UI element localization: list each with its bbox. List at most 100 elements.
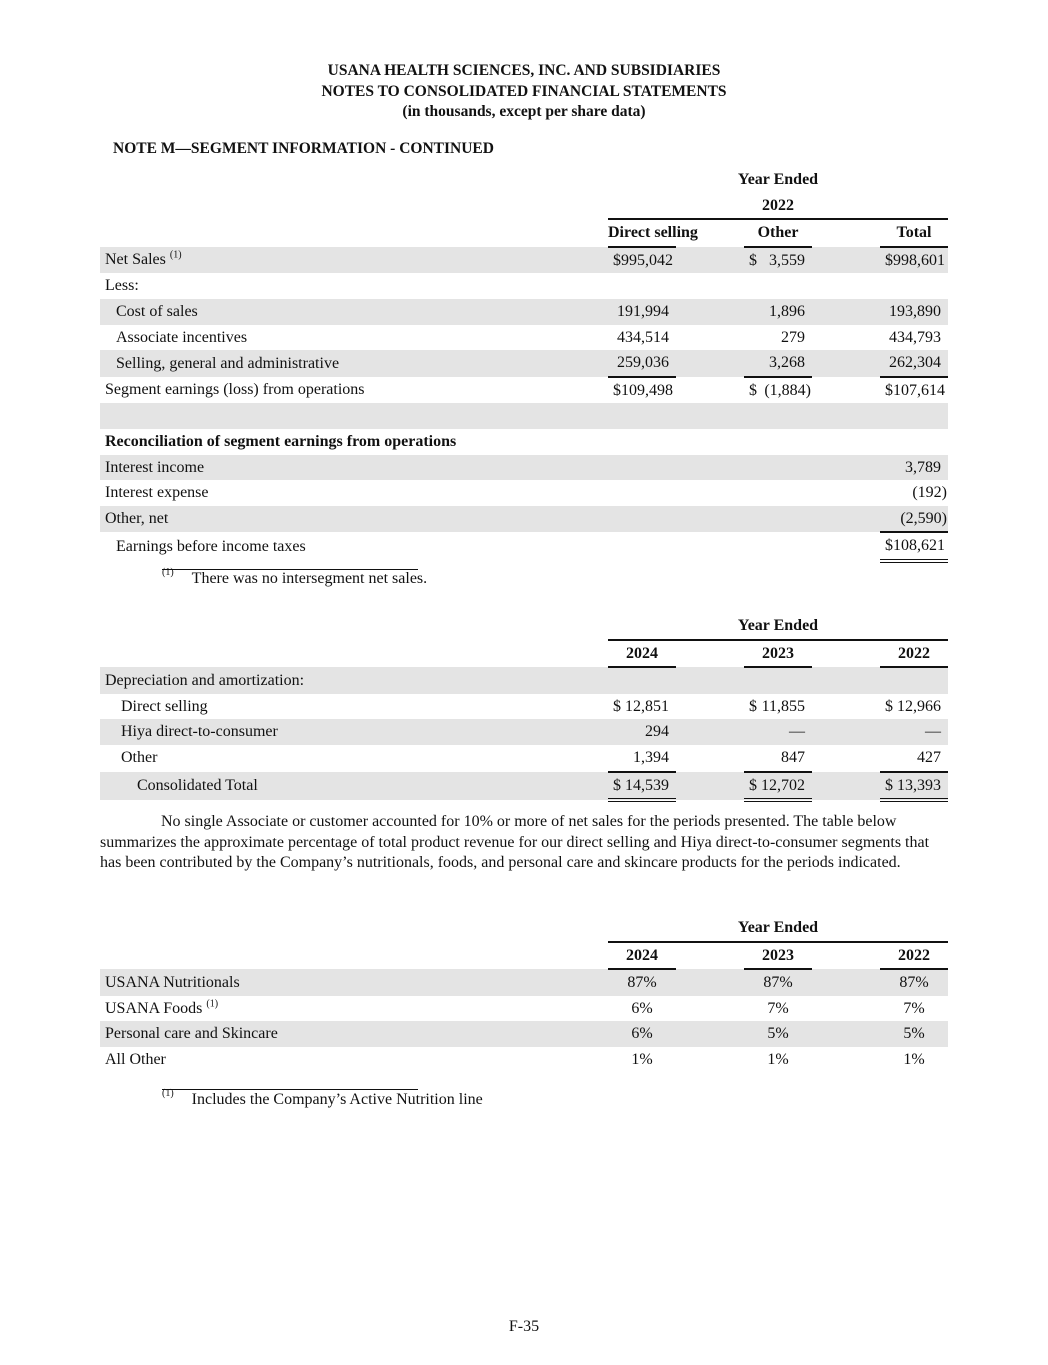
cell-value: 294 xyxy=(645,723,669,741)
table-row: Less: xyxy=(100,273,948,299)
row-label-text: Earnings before income taxes xyxy=(116,537,306,555)
cell-value: 12,851 xyxy=(625,697,669,715)
value-cell: 6% xyxy=(608,1021,676,1047)
cell-value: 995,042 xyxy=(621,251,673,269)
cell-value: 87% xyxy=(899,974,929,992)
footnote-reference: (1) xyxy=(206,998,219,1010)
row-label-text: USANA Foods xyxy=(105,999,203,1017)
value-cell: $109,498 xyxy=(608,378,676,404)
table-row: USANA Nutritionals 87% 87% 87% xyxy=(100,969,948,996)
cell-value: 434,793 xyxy=(889,328,941,346)
value-cell: 434,793 xyxy=(880,325,948,351)
row-label-text: Other xyxy=(121,749,158,767)
cell-value: 87% xyxy=(627,974,657,992)
row-label: Other xyxy=(100,745,608,772)
table-row: Reconciliation of segment earnings from … xyxy=(100,429,948,455)
value-cell: 6% xyxy=(608,996,676,1022)
table-row: Segment earnings (loss) from operations $… xyxy=(100,375,948,404)
cell-value: 434,514 xyxy=(617,328,669,346)
footnote-divider xyxy=(162,1089,418,1090)
cell-value: 6% xyxy=(631,1025,653,1043)
period-row: Year Ended xyxy=(100,915,948,942)
cell-value: 191,994 xyxy=(617,302,669,320)
column-header: 2024 xyxy=(608,638,676,669)
segment-earnings-table: Year Ended 2022 Direct selling Other Total Ne… xyxy=(100,167,948,563)
value-cell: 279 xyxy=(744,325,812,351)
value-cell: — xyxy=(880,719,948,745)
cell-value: 427 xyxy=(917,748,941,766)
cell-value: 7% xyxy=(767,999,789,1017)
cell-value: 1% xyxy=(631,1050,653,1068)
table-row xyxy=(100,403,948,429)
cell-value: 847 xyxy=(781,748,805,766)
table-row: All Other 1% 1% 1% xyxy=(100,1047,948,1073)
value-cell: 3,789 xyxy=(880,455,948,481)
value-cell: 87% xyxy=(608,970,676,996)
value-cell: 7% xyxy=(880,996,948,1022)
row-label-text: Interest income xyxy=(105,458,205,476)
page-number: F-35 xyxy=(508,1318,540,1335)
value-cell: 1% xyxy=(880,1047,948,1073)
notes-title: NOTES TO CONSOLIDATED FINANCIAL STATEMEN… xyxy=(321,82,727,100)
value-cell: $ (1,884) xyxy=(744,378,812,404)
value-cell: $11,855 xyxy=(744,694,812,720)
column-header-row: 2024 2023 2022 xyxy=(100,940,948,971)
value-cell: 1% xyxy=(608,1047,676,1073)
value-cell: $107,614 xyxy=(880,378,948,404)
cell-value: 1,896 xyxy=(769,302,805,320)
row-label: All Other xyxy=(100,1047,608,1073)
value-cell: 3,268 xyxy=(744,350,812,376)
column-header: 2022 xyxy=(880,940,948,971)
footnote-2: (1) Includes the Company’s Active Nutriti… xyxy=(162,1088,483,1109)
value-cell: (2,590) xyxy=(880,506,948,532)
cell-value: 6% xyxy=(631,999,653,1017)
cell-value: (1,884) xyxy=(764,381,811,399)
column-header: 2022 xyxy=(880,638,948,669)
year-label: 2022 xyxy=(762,196,794,214)
cell-value: 87% xyxy=(763,974,793,992)
period-label: Year Ended xyxy=(737,171,819,188)
note-title: NOTE M—SEGMENT INFORMATION - CONTINUED xyxy=(113,140,494,157)
value-cell: $12,966 xyxy=(880,694,948,720)
column-header-row: 2024 2023 2022 xyxy=(100,638,948,669)
row-label-text: Consolidated Total xyxy=(137,777,258,795)
value-cell: 191,994 xyxy=(608,299,676,325)
footnote-text: Includes the Company’s Active Nutrition … xyxy=(191,1091,483,1108)
row-label: USANA Foods (1) xyxy=(100,996,608,1022)
row-label-text: Depreciation and amortization: xyxy=(105,671,305,689)
currency-symbol: $ xyxy=(885,251,893,269)
value-cell: $998,601 xyxy=(880,248,948,274)
row-label-text: Reconciliation of segment earnings from … xyxy=(105,432,457,450)
currency-symbol: $ xyxy=(749,697,757,715)
table-row: Depreciation and amortization: xyxy=(100,667,948,694)
table-row: Net Sales (1) $995,042 $3,559 $998,601 xyxy=(100,246,948,274)
table-row: Direct selling $12,851 $11,855 $12,966 xyxy=(100,694,948,720)
cell-value: 109,498 xyxy=(621,381,673,399)
cell-value: 13,393 xyxy=(897,776,941,794)
row-label-text: Less: xyxy=(105,277,139,295)
table-row: USANA Foods (1) 6% 7% 7% xyxy=(100,996,948,1022)
row-label: Cost of sales xyxy=(100,298,608,325)
value-cell: $14,539 xyxy=(608,773,676,799)
row-label-text: Cost of sales xyxy=(116,302,198,320)
value-cell: 427 xyxy=(880,745,948,771)
cell-value: 279 xyxy=(781,328,805,346)
value-cell: (192) xyxy=(880,480,948,506)
body-paragraph: No single Associate or customer accounte… xyxy=(100,812,948,874)
currency-symbol: $ xyxy=(885,776,893,794)
row-label-text: Hiya direct-to-consumer xyxy=(121,723,278,741)
value-cell: 294 xyxy=(608,719,676,745)
currency-symbol: $ xyxy=(749,381,757,399)
row-label-text: All Other xyxy=(105,1050,166,1068)
cell-value: 5% xyxy=(767,1025,789,1043)
value-cell: 262,304 xyxy=(880,350,948,376)
table-row: Consolidated Total $14,539 $12,702 $13,393 xyxy=(100,770,948,803)
table-row: Associate incentives 434,514 279 434,793 xyxy=(100,325,948,351)
table-row: Personal care and Skincare 6% 5% 5% xyxy=(100,1021,948,1047)
currency-symbol: $ xyxy=(885,697,893,715)
value-cell: 1,394 xyxy=(608,745,676,771)
cell-value: 259,036 xyxy=(617,354,669,372)
cell-value: 262,304 xyxy=(889,354,941,372)
row-label-text: Personal care and Skincare xyxy=(105,1025,278,1043)
column-header: Total xyxy=(880,218,948,248)
